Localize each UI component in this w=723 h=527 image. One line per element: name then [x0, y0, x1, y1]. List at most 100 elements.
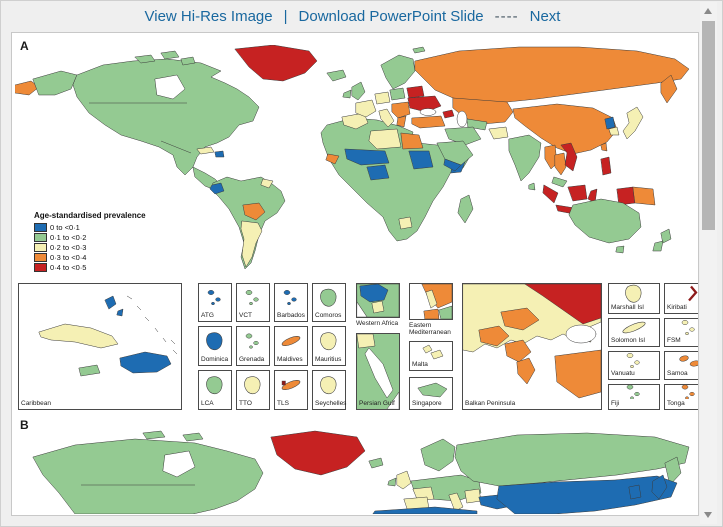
map-a-oceania	[568, 198, 672, 254]
inset-box-samoa: Samoa	[664, 351, 698, 380]
scrollbar-up-arrow-icon[interactable]	[704, 8, 712, 14]
inset-label-mauritius: Mauritius	[315, 356, 342, 364]
inset-box-marshall-isl: Marshall Isl	[608, 283, 660, 314]
western-africa-inset-map	[357, 284, 399, 317]
inset-label-grenada: Grenada	[239, 356, 265, 364]
samoa-mini-map	[679, 355, 698, 367]
inset-box-vanuatu: Vanuatu	[608, 351, 660, 380]
figure-toolbar: View Hi-Res Image | Download PowerPoint …	[1, 1, 704, 32]
panel-a-label: A	[20, 39, 29, 53]
inset-label-dominica: Dominica	[201, 356, 229, 364]
inset-label-vct: VCT	[239, 312, 252, 320]
panel-b-label: B	[20, 418, 29, 432]
legend-label: 0 to <0·1	[50, 223, 80, 232]
inset-box-singapore: Singapore	[409, 377, 453, 410]
persian-gulf-inset-map	[357, 334, 399, 409]
page-scrollbar[interactable]	[700, 2, 717, 524]
inset-box-solomon-isl: Solomon Isl	[608, 318, 660, 347]
map-a-africa	[320, 117, 474, 242]
map-a-south-america	[209, 176, 286, 270]
inset-label-balkan-peninsula: Balkan Peninsula	[465, 400, 516, 408]
legend-swatch	[34, 233, 47, 242]
solomon-isl-mini-map	[622, 321, 646, 334]
legend-label: 0·4 to <0·5	[50, 263, 87, 272]
inset-box-tonga: Tonga	[664, 384, 698, 410]
comoros-mini-map	[320, 288, 337, 307]
legend-title: Age-standardised prevalence	[34, 211, 146, 220]
mauritius-mini-map	[320, 332, 337, 351]
legend-swatch	[34, 263, 47, 272]
inset-box-fsm: FSM	[664, 318, 698, 347]
map-a-east-asia	[604, 106, 644, 140]
inset-label-singapore: Singapore	[412, 400, 442, 408]
download-ppt-link[interactable]: Download PowerPoint Slide	[298, 8, 484, 25]
inset-box-tls: TLS	[274, 370, 308, 410]
inset-box-dominica: Dominica	[198, 326, 232, 366]
inset-box-malta: Malta	[409, 341, 453, 371]
prevalence-legend: Age-standardised prevalence 0 to <0·1 0·1…	[34, 211, 146, 273]
inset-box-fiji: Fiji	[608, 384, 660, 410]
inset-label-caribbean: Caribbean	[21, 400, 51, 408]
legend-label: 0·3 to <0·4	[50, 253, 87, 262]
legend-item: 0·1 to <0·2	[34, 233, 146, 242]
map-a-north-america	[32, 50, 260, 191]
map-a-southeast-asia	[542, 142, 656, 216]
inset-label-tls: TLS	[277, 400, 289, 408]
map-a-caribbean	[196, 146, 225, 158]
tto-mini-map	[244, 376, 261, 395]
inset-box-grenada: Grenada	[236, 326, 270, 366]
next-link[interactable]: Next	[529, 8, 561, 25]
inset-label-atg: ATG	[201, 312, 214, 320]
inset-label-seychelles: Seychelles	[315, 400, 347, 408]
map-b-europe	[368, 438, 482, 512]
balkan-peninsula-inset-map	[463, 284, 601, 399]
inset-box-balkan-peninsula: Balkan Peninsula	[462, 283, 602, 410]
inset-label-tto: TTO	[239, 400, 252, 408]
atg-mini-map	[207, 290, 221, 306]
malta-inset-map	[422, 344, 444, 360]
grenada-mini-map	[245, 333, 259, 349]
maldives-mini-map	[281, 336, 301, 346]
scrollbar-down-arrow-icon[interactable]	[704, 512, 712, 518]
inset-label-lca: LCA	[201, 400, 214, 408]
map-b-greenland	[270, 430, 366, 476]
legend-swatch	[34, 253, 47, 262]
eastern-mediterranean-inset-map	[421, 284, 452, 319]
inset-box-eastern-mediterranean	[409, 283, 453, 320]
legend-item: 0 to <0·1	[34, 223, 146, 232]
marshall-isl-mini-map	[625, 284, 642, 303]
map-b-russia	[454, 432, 690, 487]
inset-box-western-africa	[356, 283, 400, 318]
inset-box-comoros: Comoros	[312, 283, 346, 322]
view-hires-link[interactable]: View Hi-Res Image	[144, 8, 273, 25]
fiji-mini-map	[626, 385, 640, 399]
inset-box-lca: LCA	[198, 370, 232, 410]
inset-label-persian-gulf: Persian Gulf	[359, 400, 395, 408]
inset-box-caribbean: Caribbean	[18, 283, 182, 410]
inset-box-persian-gulf: Persian Gulf	[356, 333, 400, 410]
legend-item: 0·3 to <0·4	[34, 253, 146, 262]
fsm-mini-map	[681, 320, 695, 336]
inset-label-vanuatu: Vanuatu	[611, 370, 635, 378]
inset-box-seychelles: Seychelles	[312, 370, 346, 410]
world-map-panel-b	[32, 430, 690, 514]
scrollbar-thumb[interactable]	[702, 21, 715, 230]
inset-label-fiji: Fiji	[611, 400, 620, 408]
inset-label-fsm: FSM	[667, 337, 681, 345]
inset-label-western-africa: Western Africa	[356, 320, 399, 327]
inset-box-kiribati: Kiribati	[664, 283, 698, 314]
inset-label-comoros: Comoros	[315, 312, 342, 320]
dominica-mini-map	[206, 332, 223, 351]
tls-mini-map	[281, 380, 301, 390]
inset-label-samoa: Samoa	[667, 370, 688, 378]
legend-swatch	[34, 243, 47, 252]
legend-item: 0·2 to <0·3	[34, 243, 146, 252]
legend-label: 0·2 to <0·3	[50, 243, 87, 252]
seychelles-mini-map	[320, 376, 337, 395]
lca-mini-map	[206, 376, 223, 395]
map-a-middle-east-india	[436, 126, 542, 191]
inset-label-malta: Malta	[412, 361, 428, 369]
inset-label-solomon-isl: Solomon Isl	[611, 337, 645, 345]
figure-panel: A	[11, 32, 699, 516]
